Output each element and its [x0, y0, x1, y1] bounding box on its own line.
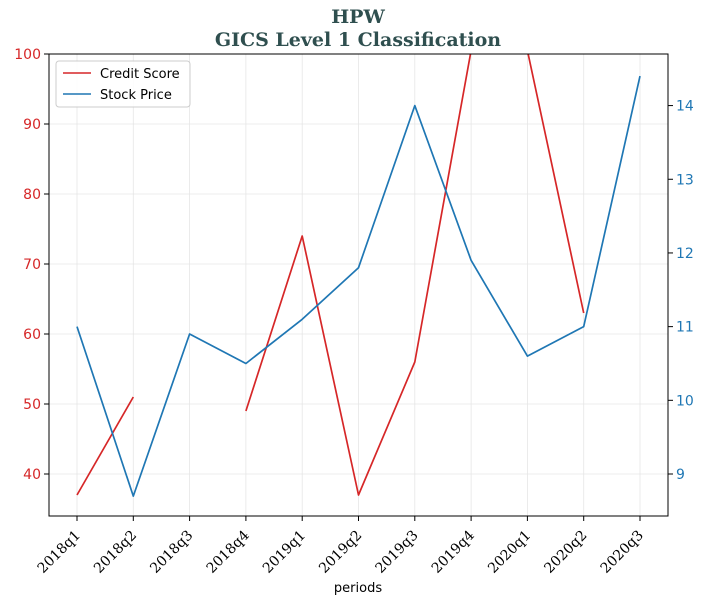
x-tick-label: 2020q3	[598, 528, 647, 577]
left-tick-label: 90	[23, 117, 41, 133]
x-axis-label: periods	[334, 581, 382, 596]
legend-label-credit-score: Credit Score	[100, 67, 180, 82]
x-tick-label: 2018q4	[204, 527, 253, 576]
right-tick-label: 11	[676, 320, 694, 336]
grid	[49, 53, 668, 516]
right-tick-label: 13	[676, 172, 694, 188]
left-tick-label: 50	[23, 397, 41, 413]
series-layer	[76, 54, 641, 497]
x-tick-label: 2019q4	[429, 527, 478, 576]
x-tick-label: 2019q3	[372, 528, 421, 577]
left-tick-label: 100	[14, 47, 41, 63]
series-line-stock-price	[76, 75, 641, 497]
series-line-credit-score	[76, 396, 135, 496]
x-tick-label: 2018q1	[35, 528, 84, 577]
right-tick-label: 14	[676, 99, 694, 115]
left-tick-label: 60	[23, 327, 41, 343]
legend-label-stock-price: Stock Price	[100, 88, 172, 103]
right-tick-label: 12	[676, 246, 694, 262]
legend: Credit Score Stock Price	[55, 60, 191, 108]
right-tick-label: 10	[676, 393, 694, 409]
left-tick-label: 40	[23, 467, 41, 483]
left-tick-label: 80	[23, 187, 41, 203]
x-axis: 2018q1 2018q2 2018q3 2018q4 2019q1 2019q2 2019…	[35, 516, 647, 577]
x-tick-label: 2018q2	[91, 528, 140, 577]
left-tick-label: 70	[23, 257, 41, 273]
chart-title: HPW	[331, 6, 385, 28]
x-tick-label: 2020q1	[485, 528, 534, 577]
x-tick-label: 2019q2	[316, 528, 365, 577]
left-axis: 40 50 60 70 80 90 100	[14, 47, 49, 483]
x-tick-label: 2018q3	[147, 528, 196, 577]
chart-subtitle: GICS Level 1 Classification	[215, 29, 501, 51]
right-tick-label: 9	[676, 467, 685, 483]
right-axis: 9 10 11 12 13 14	[668, 99, 694, 483]
series-line-credit-score	[245, 54, 585, 496]
x-tick-label: 2019q1	[260, 528, 309, 577]
x-tick-label: 2020q2	[541, 528, 590, 577]
